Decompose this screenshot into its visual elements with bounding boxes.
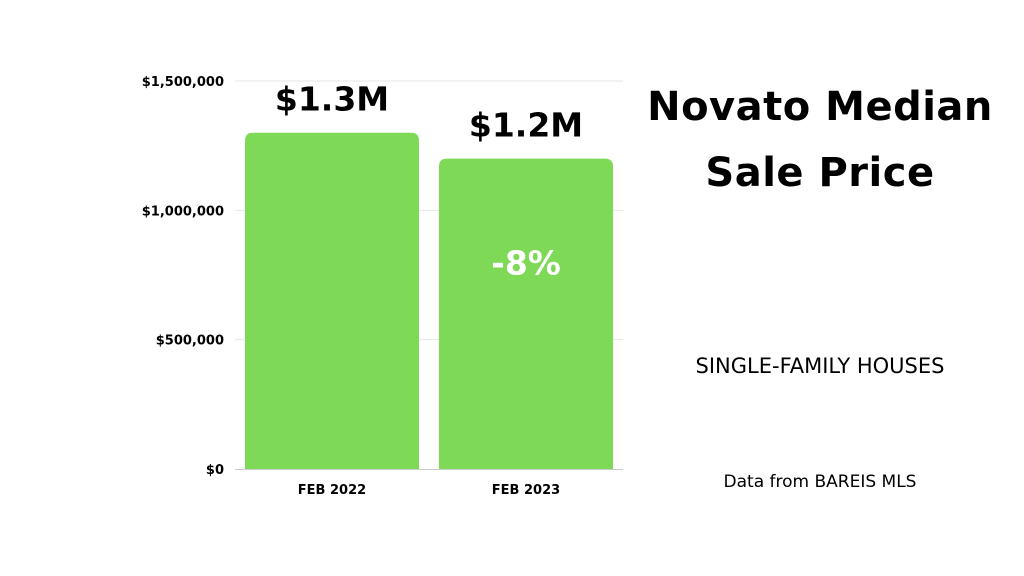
data-label: $1.3M <box>275 80 389 119</box>
y-tick-label: $0 <box>206 463 224 478</box>
bar-2 <box>439 158 613 469</box>
percent-change-label: -8% <box>491 244 561 283</box>
chart-title: Novato Median Sale Price <box>647 84 993 196</box>
data-label: $1.2M <box>469 106 583 145</box>
y-tick-label: $1,000,000 <box>142 204 224 219</box>
x-tick-label: FEB 2023 <box>492 483 560 498</box>
data-source-note: Data from BAREIS MLS <box>723 472 917 492</box>
bar-1 <box>245 132 419 469</box>
y-tick-label: $500,000 <box>156 334 224 349</box>
y-tick-label: $1,500,000 <box>142 75 224 90</box>
chart-subtitle: SINGLE-FAMILY HOUSES <box>695 354 945 378</box>
x-tick-label: FEB 2022 <box>298 483 366 498</box>
